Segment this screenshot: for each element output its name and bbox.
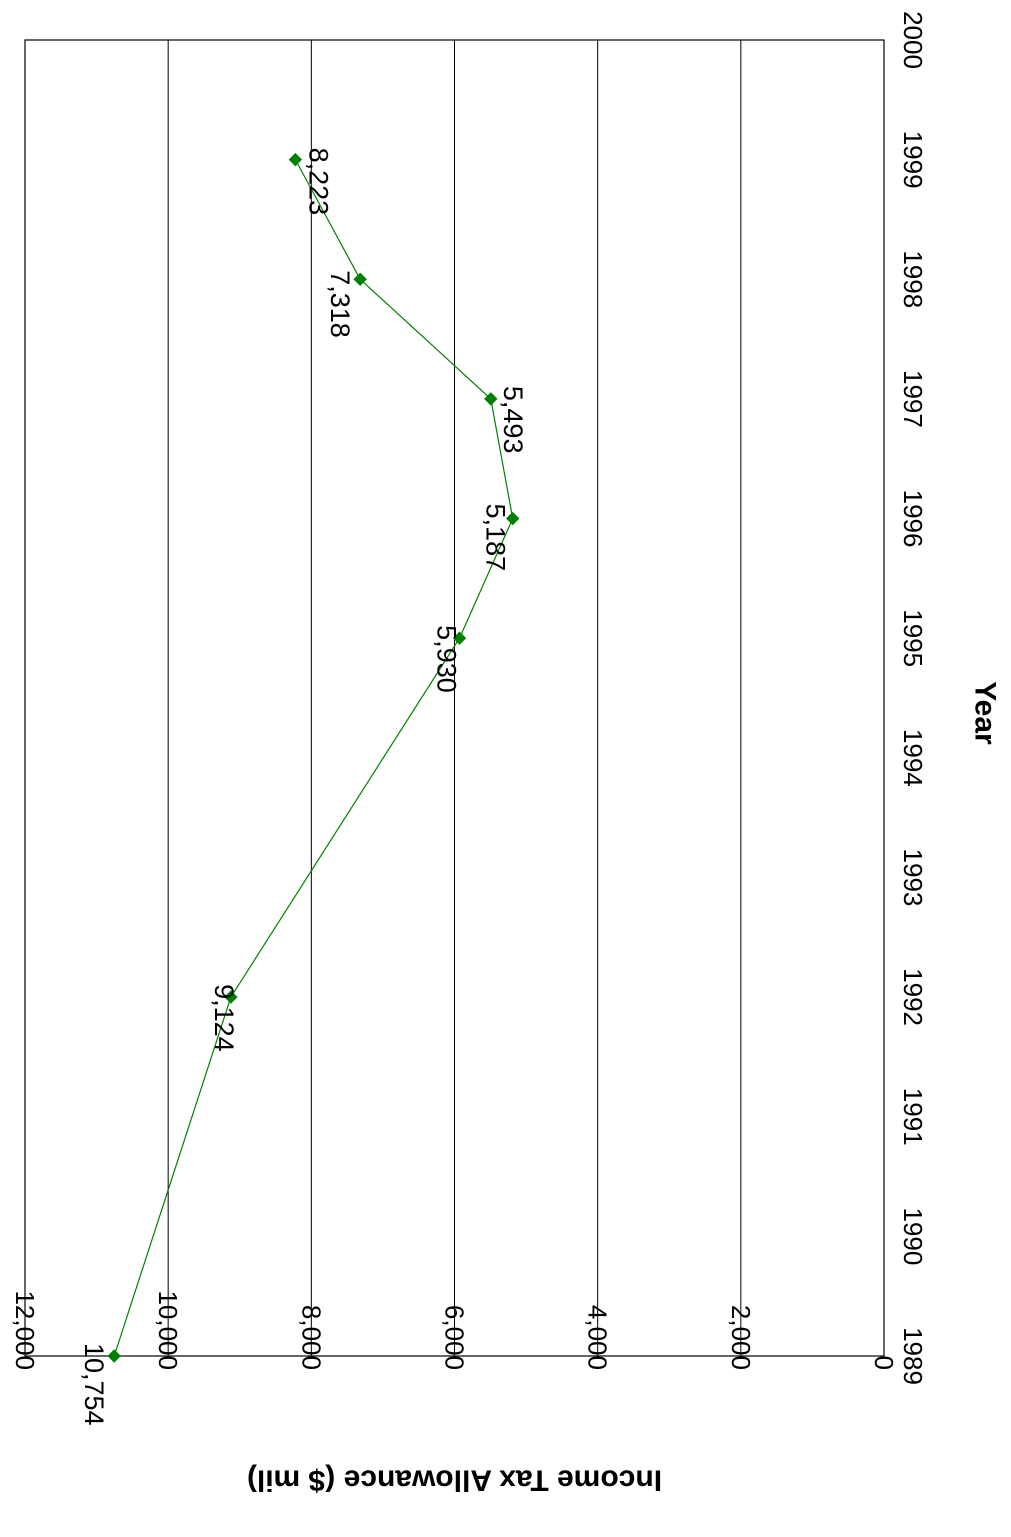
x-tick-label: 1996 <box>898 490 928 548</box>
grid-lines <box>167 40 742 1356</box>
data-label: 5,187 <box>481 504 511 572</box>
data-point-marker <box>107 1349 121 1363</box>
x-tick-label: 1997 <box>898 370 928 428</box>
data-label: 7,318 <box>325 270 355 338</box>
y-axis-tick-labels: 0 2,000 4,000 6,000 8,000 10,000 12,000 <box>10 1290 899 1370</box>
x-tick-label: 1991 <box>898 1088 928 1146</box>
y-tick-label: 0 <box>869 1356 899 1370</box>
data-point-marker <box>484 392 498 406</box>
x-tick-label: 1993 <box>898 849 928 907</box>
data-point-marker <box>505 511 520 526</box>
data-label: 5,493 <box>498 386 528 454</box>
x-tick-label: 1995 <box>898 609 928 667</box>
y-tick-label: 8,000 <box>296 1305 326 1370</box>
data-point-markers <box>107 152 520 1363</box>
x-tick-label: 1994 <box>898 729 928 787</box>
data-point-marker <box>224 990 238 1004</box>
x-tick-label: 1989 <box>898 1327 928 1385</box>
data-label: 8,223 <box>303 148 333 216</box>
data-label: 10,754 <box>79 1343 109 1426</box>
x-tick-label: 1999 <box>898 131 928 189</box>
data-label: 5,930 <box>432 625 462 693</box>
x-tick-label: 1992 <box>898 968 928 1026</box>
y-tick-label: 4,000 <box>583 1305 613 1370</box>
y-tick-label: 2,000 <box>726 1305 756 1370</box>
x-tick-label: 1998 <box>898 250 928 308</box>
x-tick-label: 2000 <box>898 11 928 69</box>
data-labels: 10,754 9,124 5,930 5,187 5,493 7,318 8,223 <box>79 148 528 1426</box>
x-axis-title: Year <box>969 681 1002 745</box>
y-tick-label: 12,000 <box>10 1290 40 1370</box>
series-line-group <box>113 159 514 1357</box>
plot-area-frame <box>24 39 885 1357</box>
data-label: 9,124 <box>209 984 239 1052</box>
y-tick-label: 6,000 <box>440 1305 470 1370</box>
y-tick-label: 10,000 <box>153 1290 183 1370</box>
x-axis-tick-labels: 1989 1990 1991 1992 1993 1994 1995 1996 1997 1998… <box>898 11 928 1385</box>
series-line <box>113 159 514 1357</box>
data-point-marker <box>452 631 467 645</box>
data-point-marker <box>353 272 367 286</box>
data-point-marker <box>288 152 303 167</box>
y-axis-title: Income Tax Allowance ($ mil) <box>247 1464 662 1497</box>
x-tick-label: 1990 <box>898 1207 928 1265</box>
